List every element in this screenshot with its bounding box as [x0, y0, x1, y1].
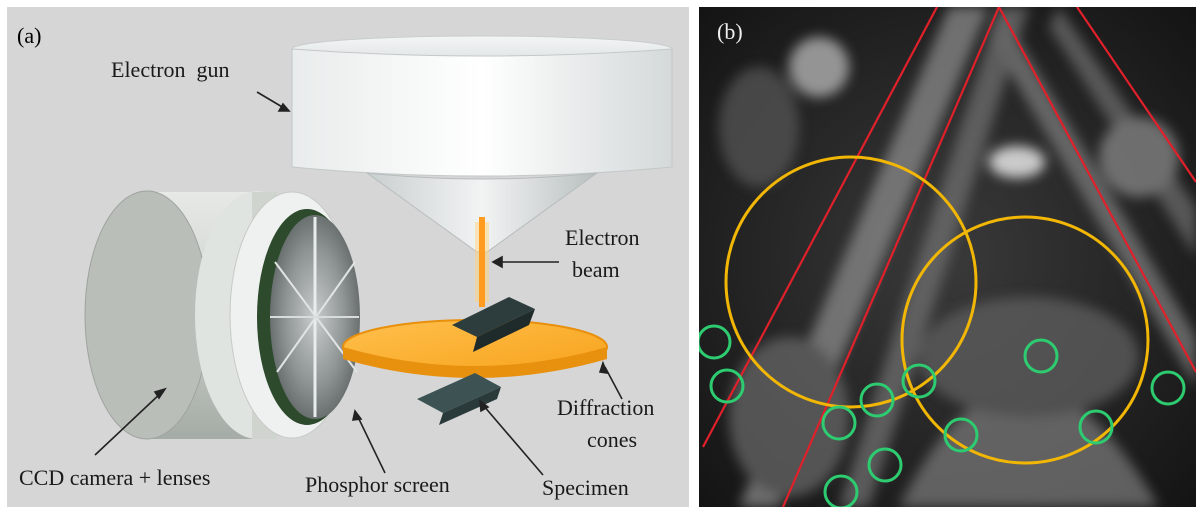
ccd-camera	[84, 190, 360, 440]
spot-marker	[867, 447, 903, 483]
spot-marker	[943, 417, 979, 453]
panel-label: (b)	[717, 19, 743, 44]
spot-marker	[1150, 370, 1186, 406]
ebsd-setup-illustration	[84, 35, 673, 476]
ccd-camera-label: CCD camera + lenses	[19, 465, 211, 490]
spot-marker	[1078, 409, 1114, 445]
panel-label: (a)	[17, 23, 42, 48]
specimen	[417, 297, 535, 425]
diffraction-label-2: cones	[587, 427, 638, 452]
ebsd-setup-panel: (a) Electron gun Electron beam Diffracti…	[7, 7, 689, 507]
spot-markers	[699, 324, 1186, 507]
electron-beam-label-1: Electron	[565, 225, 640, 250]
spot-marker	[1023, 338, 1059, 374]
spot-marker	[821, 405, 857, 441]
kikuchi-line	[998, 7, 1196, 373]
spot-marker	[859, 382, 895, 418]
spot-marker	[901, 363, 937, 399]
kikuchi-line	[781, 7, 1001, 507]
kikuchi-line	[1076, 7, 1196, 183]
kikuchi-lines	[702, 7, 1196, 507]
specimen-label: Specimen	[542, 475, 629, 500]
phosphor-screen-label: Phosphor screen	[305, 472, 450, 497]
electron-gun-label: Electron gun	[111, 57, 230, 82]
electron-beam	[475, 217, 489, 307]
spot-marker	[823, 474, 859, 507]
kikuchi-pattern-panel: (b)	[699, 7, 1196, 507]
zone-circle	[724, 155, 978, 409]
kikuchi-bands	[719, 7, 1196, 507]
zone-circle	[900, 215, 1150, 465]
electron-gun	[291, 35, 673, 253]
kikuchi-pattern-image	[699, 7, 1196, 507]
zone-axis-circles	[724, 155, 1150, 465]
electron-beam-label-2: beam	[572, 257, 620, 282]
spot-marker	[699, 324, 732, 360]
spot-marker	[709, 368, 745, 404]
callout-arrows	[94, 91, 623, 476]
kikuchi-line	[702, 7, 938, 448]
diffraction-label-1: Diffraction	[557, 395, 655, 420]
